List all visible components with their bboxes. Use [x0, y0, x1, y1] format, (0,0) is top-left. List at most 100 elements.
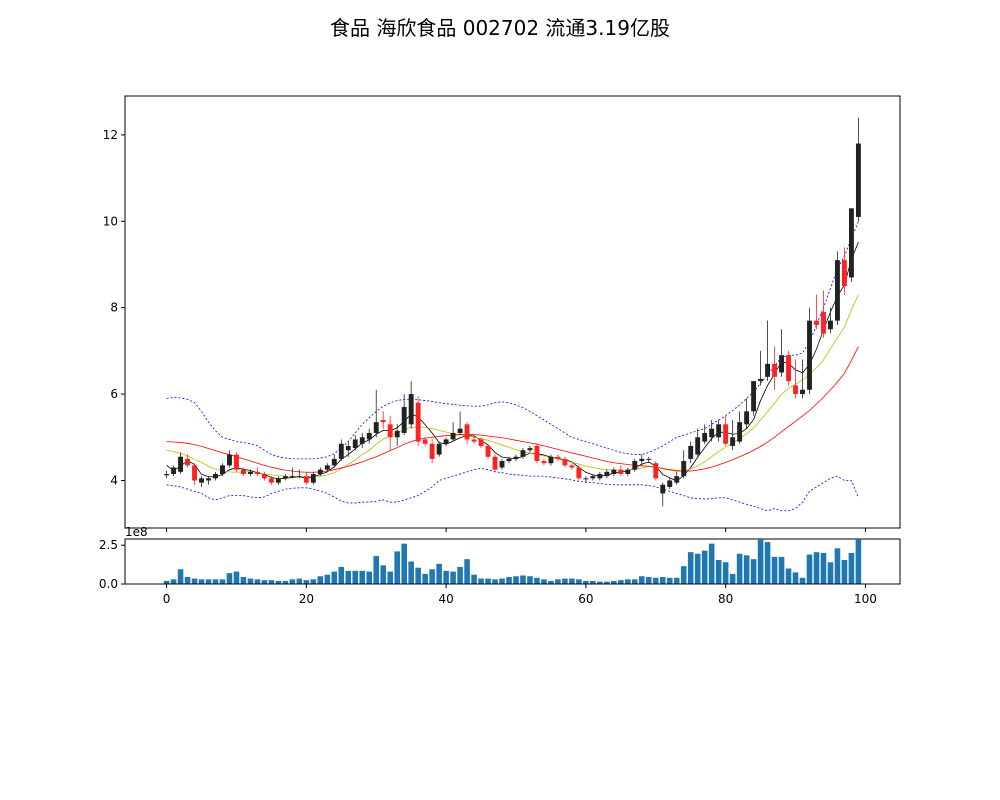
candle-86 — [765, 320, 771, 382]
candle-32 — [387, 415, 393, 451]
volume-bar-9 — [226, 573, 233, 584]
candle-22 — [317, 467, 323, 477]
volume-bar-14 — [261, 580, 268, 584]
candle-body-10 — [234, 454, 239, 470]
volume-bar-38 — [429, 569, 435, 584]
volume-bar-1 — [170, 579, 177, 584]
volume-bar-80 — [722, 562, 729, 584]
candle-body-44 — [471, 439, 477, 442]
candle-26 — [345, 441, 351, 457]
x-tick-label-0: 0 — [163, 592, 171, 606]
candle-73 — [674, 471, 680, 485]
volume-bar-82 — [736, 553, 743, 584]
candle-65 — [618, 465, 624, 477]
candle-body-38 — [429, 443, 435, 459]
candle-23 — [324, 463, 330, 472]
candle-49 — [506, 456, 512, 464]
volume-bar-21 — [310, 579, 317, 584]
candle-body-67 — [632, 461, 638, 470]
volume-bar-64 — [611, 580, 617, 584]
candle-93 — [814, 294, 819, 330]
volume-bar-76 — [694, 553, 701, 584]
candle-body-50 — [513, 456, 519, 459]
candle-body-89 — [786, 355, 791, 382]
candle-18 — [289, 467, 295, 479]
volume-bar-20 — [303, 580, 310, 584]
candle-14 — [261, 471, 267, 481]
candle-body-30 — [373, 422, 379, 433]
candle-20 — [303, 471, 309, 485]
candle-33 — [394, 424, 400, 446]
upper-band-line-3 — [166, 221, 859, 460]
candle-90 — [793, 359, 798, 399]
candle-body-22 — [317, 469, 323, 474]
volume-bar-72 — [666, 577, 673, 584]
volume-bar-86 — [764, 542, 771, 584]
candle-body-17 — [282, 476, 288, 479]
candle-body-85 — [758, 378, 764, 382]
candle-31 — [380, 411, 386, 429]
volume-bar-78 — [708, 543, 715, 584]
volume-bar-89 — [785, 568, 792, 584]
candle-72 — [667, 478, 673, 490]
candle-body-12 — [247, 471, 253, 474]
volume-bar-18 — [289, 579, 296, 584]
volume-bar-48 — [499, 578, 505, 584]
candle-3 — [185, 454, 190, 468]
volume-bar-77 — [701, 550, 708, 584]
candle-body-96 — [835, 260, 840, 321]
candle-21 — [310, 471, 316, 485]
candle-body-21 — [310, 474, 316, 483]
volume-bar-29 — [366, 571, 373, 584]
x-tick-label-2: 40 — [438, 592, 453, 606]
candle-53 — [534, 443, 540, 464]
volume-bar-44 — [471, 574, 477, 584]
candle-7 — [213, 471, 218, 481]
volume-bar-5 — [198, 579, 205, 584]
candle-47 — [492, 454, 498, 472]
candle-body-32 — [387, 424, 393, 438]
candle-body-65 — [618, 469, 624, 474]
candle-body-31 — [380, 420, 386, 423]
candle-body-66 — [625, 469, 631, 474]
candle-19 — [296, 469, 302, 479]
candle-body-23 — [324, 465, 330, 470]
candle-36 — [415, 396, 421, 446]
candle-79 — [716, 420, 722, 442]
volume-bar-24 — [331, 571, 338, 584]
x-tick-label-3: 60 — [578, 592, 593, 606]
volume-bar-41 — [450, 571, 456, 584]
volume-bar-2 — [177, 569, 184, 584]
candle-60 — [583, 476, 589, 483]
moving-average-line-1 — [166, 294, 859, 477]
volume-bar-81 — [729, 573, 736, 584]
candle-body-45 — [478, 439, 484, 446]
candle-67 — [632, 458, 638, 472]
candle-body-80 — [723, 424, 729, 444]
candle-body-52 — [527, 448, 533, 451]
candle-97 — [841, 247, 847, 295]
candle-25 — [338, 439, 344, 462]
volume-bar-26 — [345, 570, 352, 584]
volume-bar-6 — [205, 579, 212, 584]
volume-bar-56 — [555, 579, 561, 584]
volume-bar-15 — [268, 580, 275, 584]
candle-body-5 — [199, 478, 204, 483]
candle-body-99 — [855, 143, 861, 217]
volume-bar-30 — [373, 556, 380, 584]
volume-bar-4 — [191, 578, 198, 584]
x-tick-label-4: 80 — [718, 592, 733, 606]
candle-6 — [206, 476, 211, 485]
candle-body-77 — [702, 432, 708, 442]
candle-41 — [450, 422, 456, 442]
candle-83 — [744, 398, 750, 429]
candle-body-74 — [681, 461, 687, 477]
candle-68 — [639, 454, 645, 466]
volume-bar-11 — [240, 577, 247, 584]
candle-body-86 — [765, 363, 771, 377]
candle-2 — [178, 452, 184, 474]
volume-bar-84 — [750, 559, 757, 584]
candle-body-16 — [275, 478, 281, 483]
volume-bar-0 — [163, 580, 170, 584]
